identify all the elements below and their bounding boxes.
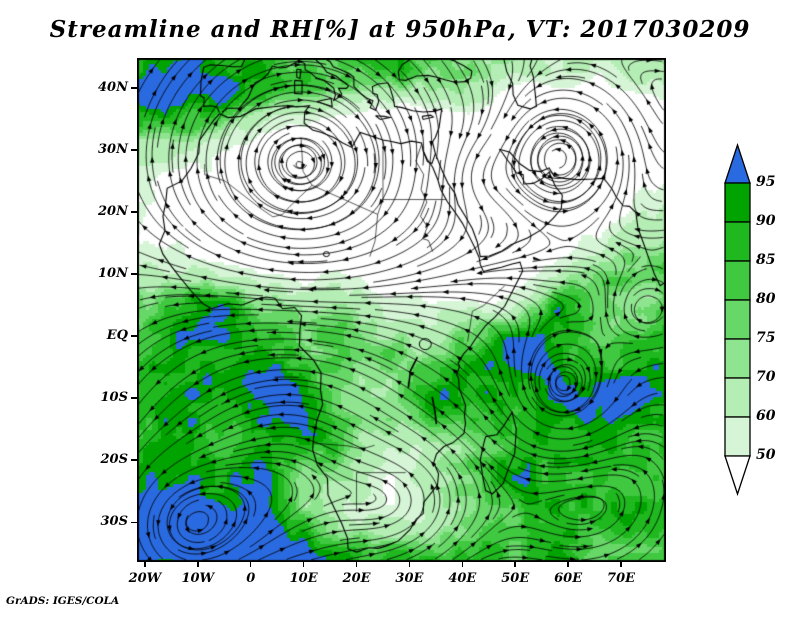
y-tick-mark xyxy=(131,211,137,213)
colorbar-tick-label: 50 xyxy=(756,447,776,463)
y-tick-mark xyxy=(131,335,137,337)
x-tick-label: 70E xyxy=(607,571,636,586)
x-tick-mark xyxy=(144,562,146,567)
y-tick-label: 20S xyxy=(100,452,128,468)
x-tick-label: 50E xyxy=(501,571,530,586)
x-tick-mark xyxy=(620,562,622,567)
x-tick-mark xyxy=(249,562,252,567)
colorbar-over-arrow xyxy=(724,142,751,184)
colorbar-segment xyxy=(724,221,751,262)
colorbar-tick-label: 60 xyxy=(756,408,776,424)
x-tick-label: 0 xyxy=(246,571,256,586)
y-tick-mark xyxy=(131,273,137,275)
colorbar-segment xyxy=(724,260,751,301)
x-tick-mark xyxy=(355,562,358,567)
y-tick-label: 40N xyxy=(98,79,128,95)
colorbar-segment xyxy=(724,182,751,223)
plot-title: Streamline and RH[%] at 950hPa, VT: 2017… xyxy=(49,16,751,43)
colorbar: 95 90 85 80 75 70 60 50 xyxy=(710,138,800,506)
colorbar-segment xyxy=(724,377,751,418)
x-tick-label: 30E xyxy=(395,571,424,586)
colorbar-tick-label: 85 xyxy=(756,252,776,268)
y-tick-mark xyxy=(131,87,137,89)
x-tick-mark xyxy=(514,562,516,567)
colorbar-tick-label: 70 xyxy=(756,369,776,385)
x-tick-label: 10W xyxy=(181,571,215,586)
colorbar-segment xyxy=(724,416,751,457)
x-tick-label: 20W xyxy=(128,571,162,586)
map-canvas xyxy=(137,58,666,562)
y-tick-label: 30N xyxy=(98,141,128,157)
colorbar-under-arrow xyxy=(724,455,751,497)
x-tick-mark xyxy=(461,562,464,567)
y-tick-label: EQ xyxy=(106,328,128,344)
x-tick-label: 60E xyxy=(554,571,583,586)
colorbar-segment xyxy=(724,338,751,379)
x-tick-mark xyxy=(302,562,305,567)
x-tick-mark xyxy=(197,562,199,567)
y-tick-mark xyxy=(131,459,137,461)
y-tick-label: 10S xyxy=(100,390,128,406)
grads-attribution: GrADS: IGES/COLA xyxy=(6,595,120,607)
colorbar-tick-label: 90 xyxy=(756,213,776,229)
x-tick-mark xyxy=(408,562,411,567)
y-tick-label: 30S xyxy=(100,514,128,530)
x-tick-label: 10E xyxy=(289,571,318,586)
y-tick-label: 20N xyxy=(98,203,128,219)
colorbar-tick-label: 80 xyxy=(756,291,776,307)
x-tick-label: 40E xyxy=(448,571,477,586)
colorbar-tick-label: 95 xyxy=(756,174,776,190)
y-tick-mark xyxy=(131,397,137,399)
x-tick-mark xyxy=(567,562,569,567)
y-tick-mark xyxy=(131,521,137,524)
colorbar-tick-label: 75 xyxy=(756,330,776,346)
y-tick-label: 10N xyxy=(98,266,128,281)
x-tick-label: 20E xyxy=(342,571,371,586)
colorbar-segment xyxy=(724,299,751,340)
y-tick-mark xyxy=(131,149,137,151)
